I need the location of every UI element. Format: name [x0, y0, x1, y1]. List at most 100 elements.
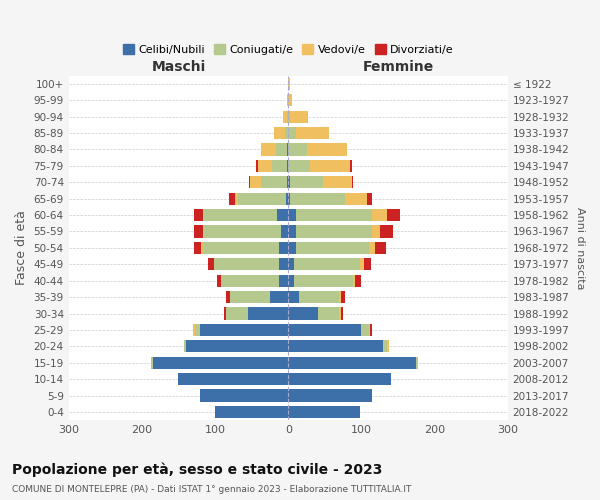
- Bar: [383, 340, 387, 352]
- Bar: [340, 291, 341, 304]
- Bar: [178, 373, 288, 386]
- Bar: [204, 226, 281, 237]
- Bar: [296, 226, 373, 237]
- Bar: [341, 308, 343, 320]
- Bar: [201, 242, 203, 254]
- Bar: [364, 258, 371, 270]
- Bar: [287, 110, 288, 123]
- Bar: [369, 242, 374, 254]
- Bar: [288, 144, 307, 156]
- Bar: [261, 176, 287, 188]
- Bar: [367, 192, 373, 205]
- Text: Maschi: Maschi: [151, 60, 206, 74]
- Bar: [274, 127, 284, 139]
- Bar: [186, 340, 288, 352]
- Bar: [344, 192, 367, 205]
- Bar: [280, 274, 288, 287]
- Bar: [299, 291, 340, 304]
- Bar: [276, 144, 287, 156]
- Bar: [238, 192, 286, 205]
- Bar: [317, 308, 340, 320]
- Bar: [288, 110, 290, 123]
- Bar: [194, 324, 200, 336]
- Bar: [290, 110, 308, 123]
- Bar: [200, 390, 288, 402]
- Bar: [294, 274, 353, 287]
- Bar: [353, 274, 355, 287]
- Bar: [203, 209, 204, 221]
- Bar: [288, 356, 416, 369]
- Bar: [217, 274, 221, 287]
- Bar: [374, 242, 386, 254]
- Bar: [373, 209, 387, 221]
- Bar: [221, 274, 280, 287]
- Bar: [288, 176, 290, 188]
- Bar: [288, 160, 310, 172]
- Bar: [373, 226, 380, 237]
- Bar: [352, 176, 353, 188]
- Bar: [288, 390, 373, 402]
- Bar: [214, 258, 280, 270]
- Bar: [224, 308, 226, 320]
- Bar: [229, 192, 235, 205]
- Bar: [350, 160, 352, 172]
- Bar: [287, 94, 288, 106]
- Bar: [296, 127, 329, 139]
- Text: Popolazione per età, sesso e stato civile - 2023: Popolazione per età, sesso e stato civil…: [12, 462, 382, 477]
- Bar: [287, 144, 288, 156]
- Bar: [341, 291, 344, 304]
- Bar: [296, 209, 373, 221]
- Bar: [288, 94, 292, 106]
- Bar: [310, 160, 350, 172]
- Bar: [387, 209, 400, 221]
- Bar: [288, 406, 360, 418]
- Bar: [288, 308, 317, 320]
- Bar: [288, 291, 299, 304]
- Bar: [193, 324, 194, 336]
- Bar: [153, 356, 288, 369]
- Bar: [208, 258, 214, 270]
- Bar: [360, 258, 364, 270]
- Bar: [281, 226, 288, 237]
- Bar: [194, 209, 203, 221]
- Bar: [235, 192, 238, 205]
- Bar: [194, 226, 203, 237]
- Bar: [287, 160, 288, 172]
- Bar: [416, 356, 418, 369]
- Bar: [370, 324, 371, 336]
- Bar: [203, 226, 204, 237]
- Bar: [290, 192, 344, 205]
- Bar: [280, 242, 288, 254]
- Bar: [200, 324, 288, 336]
- Bar: [355, 274, 361, 287]
- Bar: [288, 242, 296, 254]
- Bar: [203, 242, 280, 254]
- Bar: [284, 127, 288, 139]
- Bar: [257, 160, 272, 172]
- Y-axis label: Fasce di età: Fasce di età: [15, 210, 28, 286]
- Bar: [151, 356, 153, 369]
- Bar: [226, 308, 248, 320]
- Bar: [194, 242, 201, 254]
- Bar: [369, 324, 370, 336]
- Bar: [215, 406, 288, 418]
- Bar: [272, 160, 287, 172]
- Bar: [283, 110, 287, 123]
- Bar: [323, 176, 352, 188]
- Legend: Celibi/Nubili, Coniugati/e, Vedovi/e, Divorziati/e: Celibi/Nubili, Coniugati/e, Vedovi/e, Di…: [118, 40, 458, 59]
- Bar: [288, 78, 290, 90]
- Bar: [361, 324, 369, 336]
- Bar: [250, 176, 261, 188]
- Bar: [261, 144, 276, 156]
- Bar: [286, 192, 288, 205]
- Bar: [288, 226, 296, 237]
- Bar: [280, 258, 288, 270]
- Text: COMUNE DI MONTELEPRE (PA) - Dati ISTAT 1° gennaio 2023 - Elaborazione TUTTITALIA: COMUNE DI MONTELEPRE (PA) - Dati ISTAT 1…: [12, 485, 412, 494]
- Bar: [387, 340, 389, 352]
- Bar: [256, 160, 257, 172]
- Bar: [248, 308, 288, 320]
- Bar: [270, 291, 288, 304]
- Bar: [288, 258, 294, 270]
- Bar: [249, 176, 250, 188]
- Bar: [380, 226, 393, 237]
